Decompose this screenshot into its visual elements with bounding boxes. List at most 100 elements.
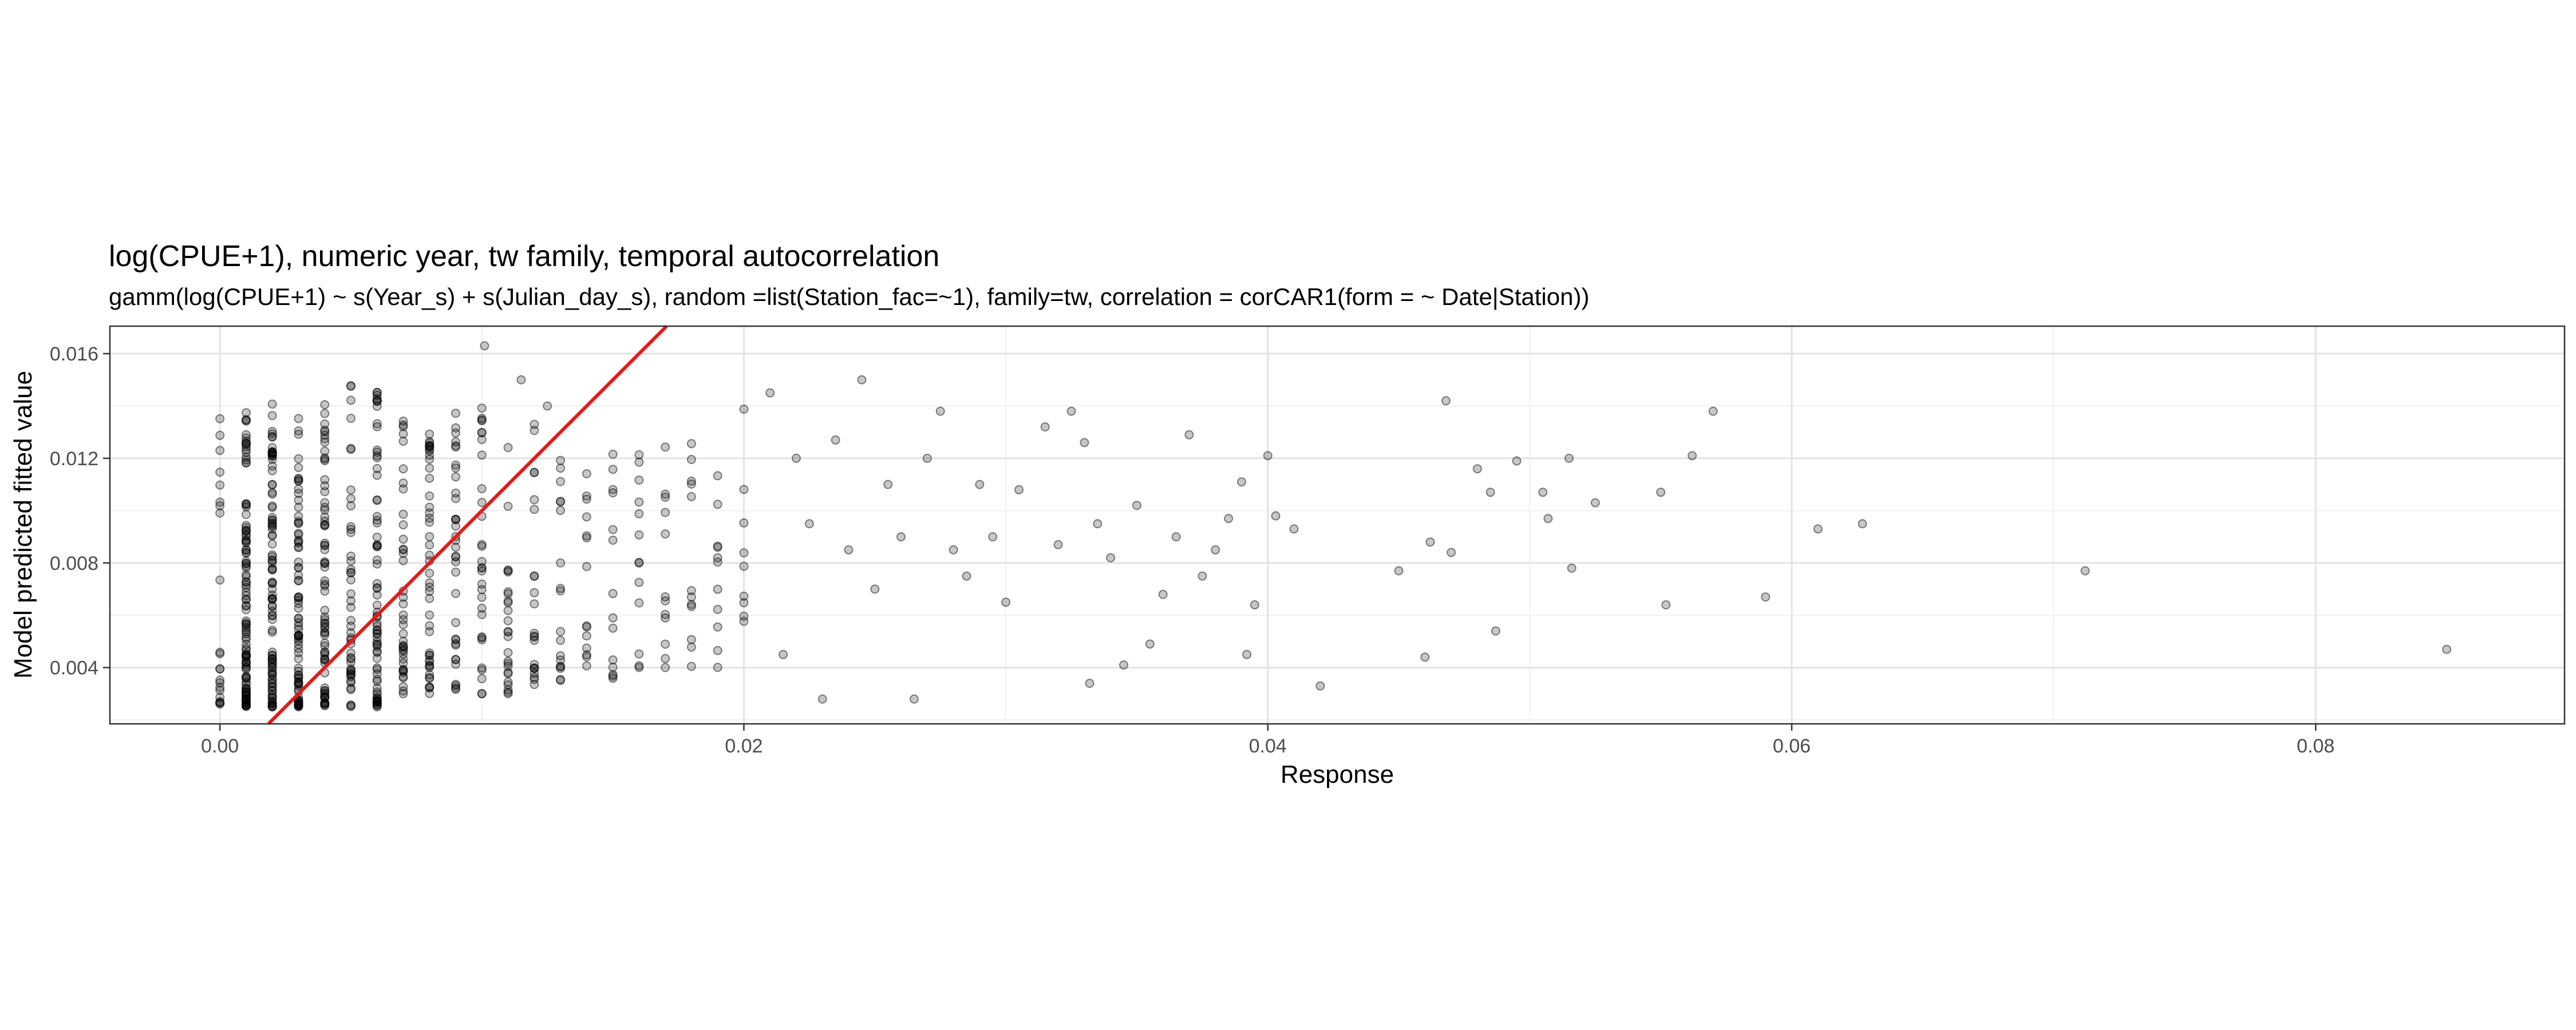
data-point (451, 635, 461, 644)
data-point (242, 652, 251, 661)
data-point (320, 683, 330, 693)
data-point (556, 662, 566, 672)
data-point (267, 696, 277, 706)
data-point (346, 395, 355, 405)
data-point (1211, 545, 1220, 554)
data-point (267, 659, 277, 668)
data-point (242, 601, 251, 611)
data-point (661, 609, 670, 619)
data-point (686, 586, 696, 596)
data-point (556, 664, 566, 673)
data-point (242, 684, 251, 694)
data-point (372, 453, 382, 462)
data-point (503, 656, 513, 666)
data-point (242, 530, 251, 540)
data-point (242, 526, 251, 536)
data-point (713, 584, 722, 594)
data-point (372, 669, 382, 679)
data-point (608, 674, 618, 683)
data-point (372, 540, 382, 550)
data-point (503, 616, 513, 625)
data-point (372, 676, 382, 686)
data-point (425, 651, 434, 660)
data-point (242, 632, 251, 642)
data-point (294, 636, 303, 646)
data-point (451, 640, 461, 650)
data-point (608, 449, 618, 459)
data-point (1472, 464, 1482, 474)
data-point (242, 595, 251, 604)
data-point (1708, 406, 1718, 416)
data-point (372, 640, 382, 649)
data-point (215, 686, 225, 695)
data-point (346, 568, 355, 578)
data-point (398, 420, 408, 430)
data-point (556, 477, 566, 486)
data-point (267, 564, 277, 573)
data-point (242, 536, 251, 545)
data-point (556, 464, 566, 473)
data-point (1145, 639, 1155, 649)
y-tick-label: 0.008 (50, 553, 98, 575)
data-point (2080, 566, 2090, 576)
data-point (242, 690, 251, 699)
data-point (320, 623, 330, 633)
data-point (215, 649, 225, 659)
data-point (372, 532, 382, 542)
data-point (1858, 519, 1867, 529)
data-point (372, 702, 382, 712)
data-point (582, 512, 591, 522)
data-point (294, 429, 303, 439)
data-point (713, 542, 722, 552)
data-point (713, 557, 722, 567)
data-point (294, 702, 303, 711)
data-point (267, 399, 277, 409)
data-point (372, 495, 382, 505)
data-point (477, 427, 487, 437)
data-point (294, 542, 303, 552)
data-point (294, 621, 303, 631)
data-point (477, 484, 487, 493)
data-point (346, 575, 355, 585)
data-point (320, 692, 330, 702)
data-point (779, 649, 788, 659)
data-point (346, 628, 355, 637)
data-point (267, 691, 277, 700)
data-point (242, 591, 251, 600)
data-point (1053, 540, 1063, 549)
data-point (503, 627, 513, 637)
data-point (582, 531, 591, 541)
data-point (556, 675, 566, 684)
data-point (634, 649, 644, 659)
data-point (215, 501, 225, 510)
data-point (739, 616, 749, 626)
data-point (530, 675, 539, 684)
data-point (215, 697, 225, 707)
data-point (372, 641, 382, 651)
data-point (294, 530, 303, 540)
data-point (398, 599, 408, 609)
data-point (242, 629, 251, 639)
data-point (320, 605, 330, 615)
data-point (346, 700, 355, 710)
data-point (556, 636, 566, 645)
data-point (451, 567, 461, 577)
data-point (1420, 652, 1430, 662)
data-point (242, 695, 251, 705)
data-point (398, 641, 408, 650)
chart-title: log(CPUE+1), numeric year, tw family, te… (109, 240, 939, 273)
data-point (451, 634, 461, 644)
data-point (215, 675, 225, 685)
data-point (294, 700, 303, 710)
data-point (398, 478, 408, 488)
data-point (1242, 649, 1252, 659)
data-point (267, 447, 277, 457)
data-point (503, 668, 513, 678)
data-point (294, 698, 303, 708)
data-point (242, 674, 251, 684)
data-point (1014, 485, 1024, 494)
data-point (267, 502, 277, 512)
data-point (661, 596, 670, 605)
data-point (398, 665, 408, 675)
data-point (425, 621, 434, 631)
